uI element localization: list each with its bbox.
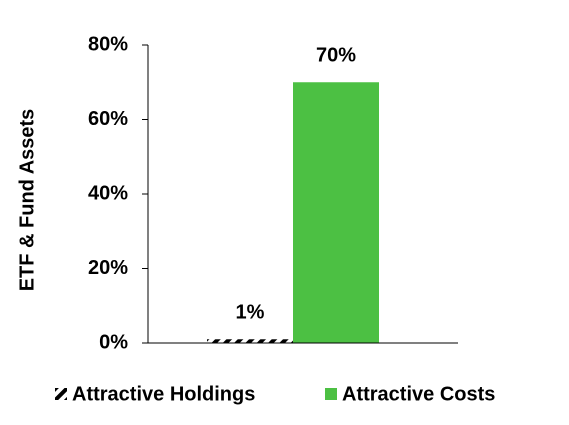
data-label: 70% <box>316 45 356 67</box>
data-label: 1% <box>236 302 265 324</box>
y-tick-label: 0% <box>99 331 128 353</box>
y-axis-label: ETF & Fund Assets <box>16 109 38 292</box>
y-tick-label: 20% <box>88 257 128 279</box>
y-tick-label: 40% <box>88 182 128 204</box>
bar <box>293 82 379 343</box>
legend-label: Attractive Holdings <box>72 383 255 405</box>
legend-swatch <box>325 388 337 400</box>
legend-swatch <box>55 388 67 400</box>
bar <box>207 339 293 343</box>
legend-label: Attractive Costs <box>342 383 495 405</box>
y-tick-label: 60% <box>88 108 128 130</box>
y-tick-label: 80% <box>88 33 128 55</box>
